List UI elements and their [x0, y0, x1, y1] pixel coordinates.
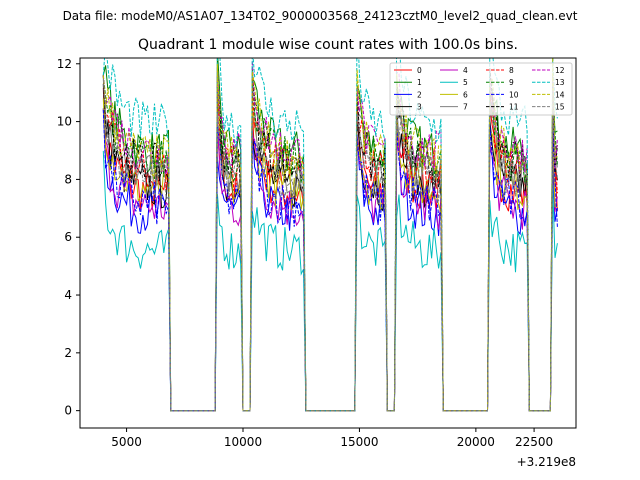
legend-label-12: 12	[555, 66, 565, 75]
y-tick-label: 8	[64, 172, 72, 186]
x-offset-label: +3.219e8	[517, 455, 576, 469]
legend-label-7: 7	[463, 103, 468, 112]
legend-label-6: 6	[463, 90, 468, 99]
figure-suptitle: Data file: modeM0/AS1A07_134T02_90000035…	[63, 9, 578, 23]
legend-label-14: 14	[555, 90, 565, 99]
legend-box	[389, 62, 573, 116]
legend-label-2: 2	[417, 90, 422, 99]
legend-label-3: 3	[417, 103, 422, 112]
series-line-14	[102, 58, 558, 412]
x-axis: 5000 10000 15000 20000 22500	[111, 428, 553, 449]
legend-label-8: 8	[509, 66, 514, 75]
legend-label-5: 5	[463, 78, 468, 87]
series-line-15	[102, 79, 558, 412]
y-tick-label: 2	[64, 346, 72, 360]
legend-label-15: 15	[555, 103, 565, 112]
chart-title: Quadrant 1 module wise count rates with …	[138, 37, 518, 53]
legend-label-0: 0	[417, 66, 422, 75]
legend-label-11: 11	[509, 103, 519, 112]
series-line-13	[102, 58, 558, 412]
x-tick-label: 10000	[224, 435, 262, 449]
series-layer	[102, 58, 558, 412]
legend-label-1: 1	[417, 78, 422, 87]
y-tick-label: 6	[64, 230, 72, 244]
legend-label-10: 10	[509, 90, 519, 99]
x-tick-label: 22500	[515, 435, 553, 449]
x-tick-label: 15000	[340, 435, 378, 449]
x-tick-label: 5000	[111, 435, 142, 449]
legend-label-4: 4	[463, 66, 468, 75]
y-tick-label: 4	[64, 288, 72, 302]
legend-label-9: 9	[509, 78, 514, 87]
legend-label-13: 13	[555, 78, 565, 87]
y-tick-label: 0	[64, 404, 72, 418]
y-axis: 0 2 4 6 8 10 12	[57, 57, 80, 418]
y-tick-label: 10	[57, 115, 72, 129]
axes-frame	[79, 57, 577, 429]
x-tick-label: 20000	[457, 435, 495, 449]
y-tick-label: 12	[57, 57, 72, 71]
